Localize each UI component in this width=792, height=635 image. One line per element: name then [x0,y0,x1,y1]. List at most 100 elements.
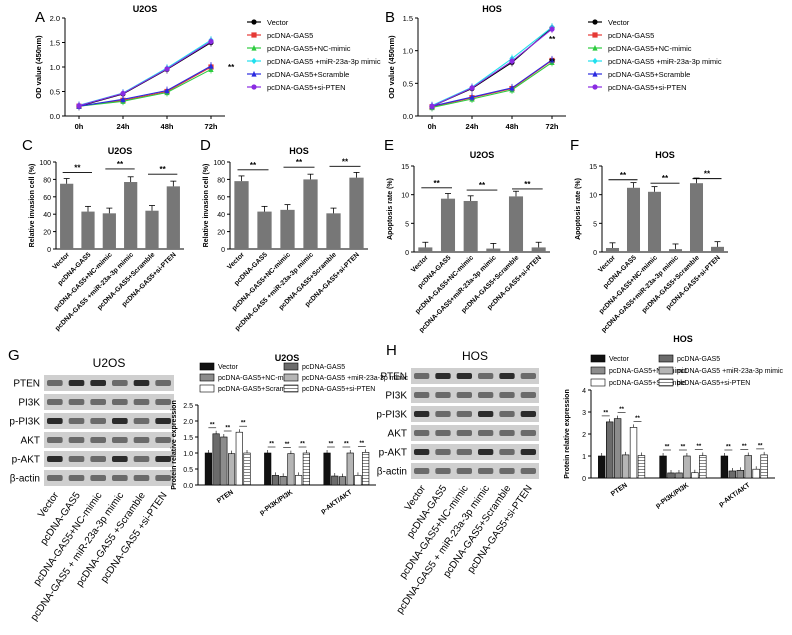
significance-mark: ** [210,422,215,428]
x-tick-label: pcDNA-GAS5+miR-23a-3p mimic [600,254,680,334]
blot-band [47,437,63,443]
blot-band [47,456,63,462]
y-tick-label: 1.5 [403,14,413,23]
y-tick-label: 15 [589,164,597,171]
blot-band [90,456,106,462]
bar [166,186,180,249]
y-tick-label: 15 [401,164,409,171]
bar [264,452,272,486]
blot-row-label: PTEN [380,372,407,383]
legend-marker [251,32,257,38]
blot-band [90,418,106,424]
significance-mark: ** [241,421,246,427]
series-line [431,26,553,107]
x-tick-label: p-AKT/AKT [718,481,752,508]
panel-letter-f: F [570,137,579,154]
significance-mark: ** [524,180,531,189]
significance-mark: ** [342,157,349,166]
legend-label: pcDNA-GAS5 [608,31,654,40]
legend-swatch [199,362,215,371]
blot-band [414,449,430,455]
bar [736,469,744,479]
bar [326,213,341,249]
significance-mark: ** [726,445,731,451]
legend-label: pcDNA-GAS5 +miR-23a-3p mimic [608,57,722,66]
y-tick-label: 0.0 [50,112,60,121]
bar [295,475,303,486]
bar [486,248,501,252]
bar [647,191,662,252]
legend-marker [592,19,598,25]
legend-label: Vector [608,18,630,27]
blot-band [112,437,128,443]
legend-label: pcDNA-GAS5+Scramble [609,380,686,387]
blot-band [112,418,128,424]
y-tick-label: 40 [217,212,225,219]
legend-label: pcDNA-GAS5+NC-mimic [608,44,692,53]
blot-band [499,468,515,474]
chart-title: U2OS [133,4,158,14]
y-axis-label: Apoptosis rate (%) [387,178,394,240]
legend-label: Vector [609,356,630,363]
blot-band [478,411,494,417]
blot-band [435,449,451,455]
bar [531,247,546,252]
bar [683,455,691,479]
series-line [431,59,553,107]
blot-band [520,392,536,398]
data-point [120,90,126,97]
y-tick-label: 5 [593,221,597,228]
significance-mark: ** [344,442,349,448]
chart-title: HOS [482,4,502,14]
y-tick-label: 60 [217,195,225,202]
series-line [431,61,553,109]
significance-mark: ** [758,443,763,449]
bar [220,436,228,486]
y-tick-label: 20 [217,230,225,237]
blot-band [456,411,472,417]
y-tick-label: 1.0 [183,451,193,458]
blot-band [155,380,171,386]
blot-band [133,399,150,405]
blot-band [414,411,430,417]
blot-band [155,475,171,481]
bar [331,475,339,486]
blot-band [68,475,85,481]
bar [235,431,243,486]
legend-label: pcDNA-GAS5 +miR-23a-3p mimic [677,368,783,375]
significance-mark: ** [549,35,556,44]
bar [349,177,364,249]
blot-row-label: β-actin [377,467,407,478]
legend-label: pcDNA-GAS5+si-PTEN [608,83,687,92]
x-tick-label: 72h [205,122,218,131]
bar [699,455,707,479]
blot-strip [44,413,174,429]
y-tick-label: 0.5 [403,79,413,88]
significance-mark: ** [635,416,640,422]
y-tick-label: 80 [43,177,51,184]
legend-label: pcDNA-GAS5+si-PTEN [267,83,346,92]
bar [60,183,74,249]
series-line [78,68,212,107]
blot-title: U2OS [93,356,126,370]
blot-band [112,475,128,481]
blot-band [520,449,536,455]
legend-marker [592,57,598,65]
blot-strip [411,387,539,403]
blot-row-label: PI3K [18,398,40,409]
blot-band [68,437,85,443]
blot-band [47,380,63,386]
bar [81,211,95,249]
blot-row-label: p-AKT [12,455,40,466]
bar [145,210,159,249]
chart-title: HOS [673,334,693,344]
y-axis-label: Apoptosis rate (%) [575,178,582,240]
x-tick-label: Vector [51,251,71,271]
series-line [78,41,212,107]
y-tick-label: 2 [582,432,586,439]
significance-mark: ** [620,171,627,180]
legend-label: pcDNA-GAS5+Scramble [608,70,690,79]
y-tick-label: 0 [47,247,51,254]
bar [124,182,138,249]
blot-strip [44,451,174,467]
